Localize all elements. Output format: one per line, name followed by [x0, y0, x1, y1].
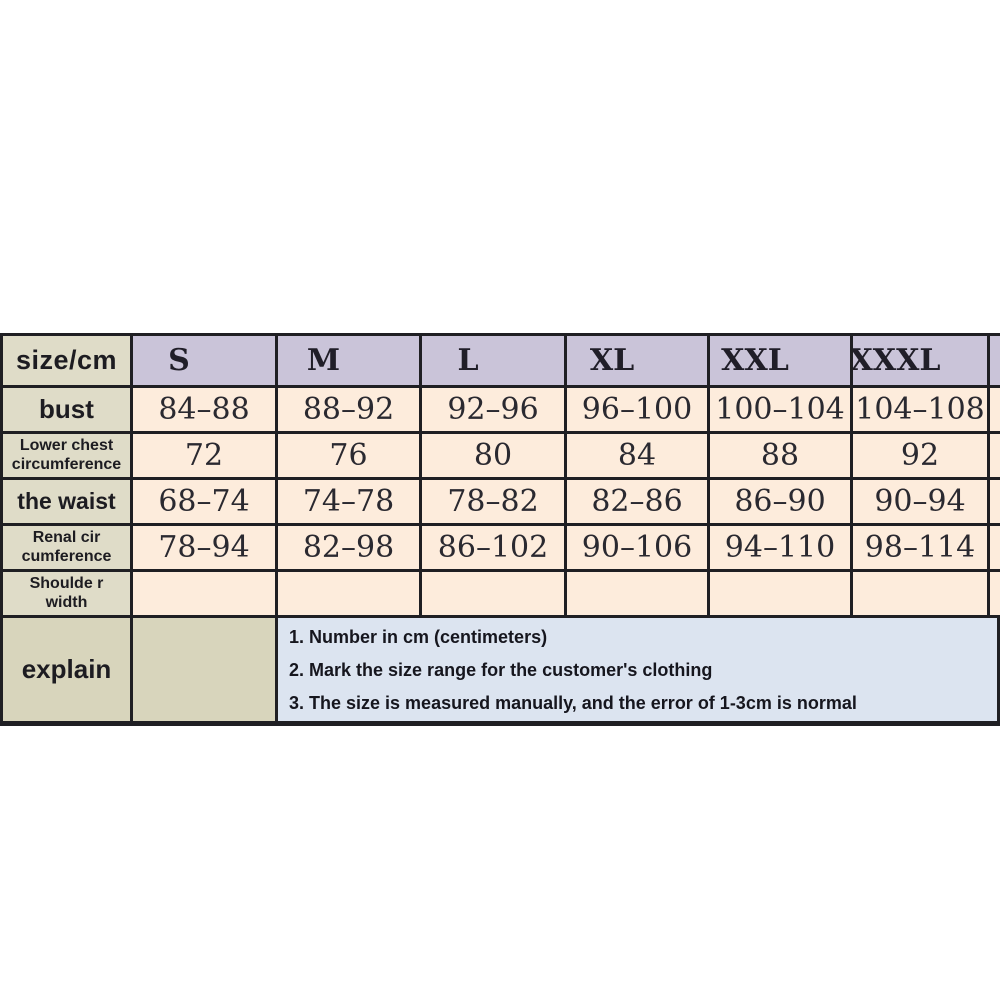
row-bleed-strip [990, 526, 1000, 569]
row-label-cell: bust [3, 388, 133, 431]
explain-label-cell: explain [3, 618, 133, 721]
explain-note-2: 2. Mark the size range for the customer'… [289, 660, 713, 680]
bust-xl: 96–100 [567, 388, 710, 431]
size-col-s: S [133, 336, 278, 385]
waist-xxl: 86–90 [710, 480, 853, 523]
row-bleed-strip [990, 388, 1000, 431]
row-label-shoulder: Shoulde r width [29, 574, 104, 611]
row-label-cell: the waist [3, 480, 133, 523]
row-bleed-strip [990, 572, 1000, 615]
shoulder-xl [567, 572, 710, 615]
size-label-xxl: XXL [721, 343, 789, 378]
explain-note-1: 1. Number in cm (centimeters) [289, 627, 548, 647]
lower-chest-m: 76 [278, 434, 422, 477]
explain-empty-cell [133, 618, 278, 721]
waist-xl: 82–86 [567, 480, 710, 523]
table-row-waist: the waist 68–74 74–78 78–82 82–86 86–90 … [3, 480, 1000, 526]
size-label-l: L [457, 343, 479, 378]
shoulder-xxxl [853, 572, 990, 615]
lower-chest-xxxl: 92 [853, 434, 990, 477]
size-label-xl: XL [589, 343, 635, 378]
row-bleed-strip [990, 434, 1000, 477]
waist-xxxl: 90–94 [853, 480, 990, 523]
table-row-renal: Renal cir cumference 78–94 82–98 86–102 … [3, 526, 1000, 572]
shoulder-xxl [710, 572, 853, 615]
bust-xxl: 100–104 [710, 388, 853, 431]
table-row-bust: bust 84–88 88–92 92–96 96–100 100–104 10… [3, 388, 1000, 434]
header-bleed-strip [990, 336, 1000, 385]
explain-note-3: 3. The size is measured manually, and th… [289, 693, 857, 713]
size-col-m: M [278, 336, 422, 385]
lower-chest-xl: 84 [567, 434, 710, 477]
corner-label: size/cm [15, 345, 118, 375]
row-label-bust: bust [39, 394, 94, 424]
size-col-xxxl: XXXL [853, 336, 990, 385]
size-label-m: M [306, 343, 341, 378]
size-header-row: size/cm S M L XL XXL XXXL [3, 336, 1000, 388]
explain-label: explain [21, 654, 112, 684]
renal-l: 86–102 [422, 526, 567, 569]
corner-cell: size/cm [3, 336, 133, 385]
row-label-cell: Shoulde r width [3, 572, 133, 615]
size-col-xl: XL [567, 336, 710, 385]
table-row-explain: explain 1. Number in cm (centimeters) 2.… [3, 618, 1000, 726]
explain-notes-cell: 1. Number in cm (centimeters) 2. Mark th… [278, 618, 1000, 721]
size-col-l: L [422, 336, 567, 385]
row-label-renal: Renal cir cumference [21, 528, 112, 565]
bust-xxxl: 104–108 [853, 388, 990, 431]
waist-m: 74–78 [278, 480, 422, 523]
renal-s: 78–94 [133, 526, 278, 569]
bust-l: 92–96 [422, 388, 567, 431]
renal-xl: 90–106 [567, 526, 710, 569]
row-label-cell: Lower chest circumference [3, 434, 133, 477]
shoulder-s [133, 572, 278, 615]
lower-chest-xxl: 88 [710, 434, 853, 477]
table-row-lower-chest: Lower chest circumference 72 76 80 84 88… [3, 434, 1000, 480]
row-label-waist: the waist [17, 488, 116, 514]
renal-xxxl: 98–114 [853, 526, 990, 569]
size-label-s: S [168, 343, 190, 378]
waist-s: 68–74 [133, 480, 278, 523]
lower-chest-s: 72 [133, 434, 278, 477]
table-row-shoulder: Shoulde r width [3, 572, 1000, 618]
bust-s: 84–88 [133, 388, 278, 431]
size-chart-table: size/cm S M L XL XXL XXXL [0, 333, 1000, 726]
row-label-lower-chest: Lower chest circumference [11, 436, 122, 473]
size-label-xxxl: XXXL [853, 343, 941, 378]
shoulder-m [278, 572, 422, 615]
waist-l: 78–82 [422, 480, 567, 523]
size-col-xxl: XXL [710, 336, 853, 385]
row-bleed-strip [990, 480, 1000, 523]
row-label-cell: Renal cir cumference [3, 526, 133, 569]
renal-m: 82–98 [278, 526, 422, 569]
shoulder-l [422, 572, 567, 615]
lower-chest-l: 80 [422, 434, 567, 477]
renal-xxl: 94–110 [710, 526, 853, 569]
bust-m: 88–92 [278, 388, 422, 431]
